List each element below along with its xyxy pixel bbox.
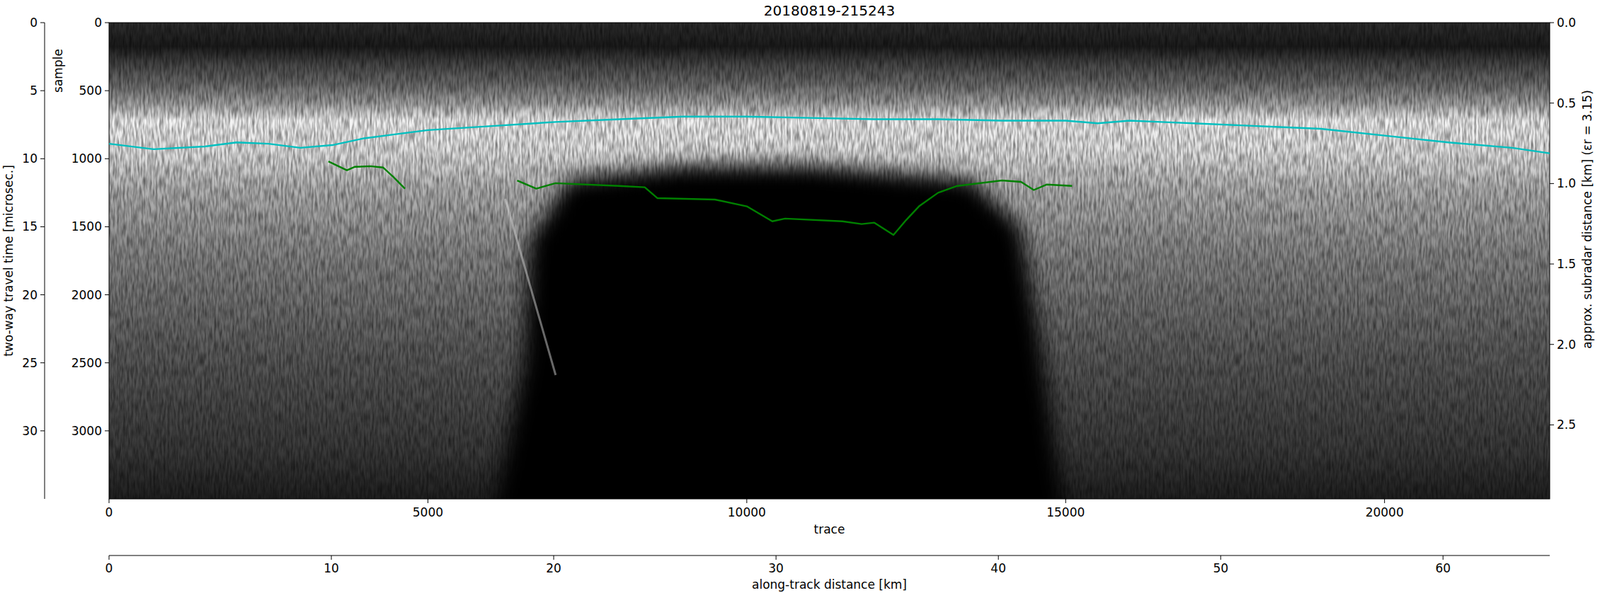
y3-tick-label: 5 [29,83,38,98]
x2-tick-label: 40 [990,561,1007,576]
x2-tick [998,555,999,560]
y-label: sample [50,48,66,93]
x2-tick-label: 0 [105,561,114,576]
y-tick [104,226,110,228]
y3-label: two-way travel time [microsec.] [1,164,16,357]
x2-tick [109,555,110,560]
x-tick-label: 5000 [412,505,444,520]
chart: 20180819-21524305000100001500020000trace… [0,0,1600,593]
x2-tick [331,555,333,560]
y2-tick [1549,102,1554,104]
y2-tick [1549,183,1554,185]
y3-axis-line [44,22,46,500]
series-group [109,116,1550,236]
y-tick-label: 2500 [71,356,102,371]
x-label: trace [814,522,846,537]
y3-tick [40,294,45,296]
x2-tick-label: 60 [1435,561,1451,576]
plot-frame [109,22,1550,500]
x-tick-label: 10000 [727,505,767,520]
radargram [109,22,1550,500]
x-tick [746,499,747,504]
y2-tick-label: 0.5 [1556,96,1576,111]
y-tick-label: 1000 [71,151,102,166]
x2-tick [1220,555,1222,560]
y3-tick [40,22,45,24]
y-tick [104,430,110,432]
y2-tick [1549,264,1554,265]
y2-tick [1549,344,1554,345]
x-tick-label: 15000 [1046,505,1085,520]
x-tick [427,499,429,504]
x2-axis-line [109,555,1550,557]
y2-tick-label: 2.0 [1556,337,1576,352]
y-tick [104,90,110,92]
y2-label: approx. subradar distance [km] (εr = 3.1… [1580,89,1595,350]
y2-tick [1549,22,1554,24]
y-tick [104,362,110,364]
y3-tick-label: 30 [21,424,38,439]
y3-tick-label: 20 [21,288,38,303]
dark-zone [492,165,1066,500]
y2-tick-label: 1.0 [1556,176,1576,191]
x-tick [1384,499,1385,504]
y-tick [104,22,110,24]
y-tick [104,294,110,296]
y-tick-label: 1500 [71,219,102,234]
y3-tick-label: 15 [21,219,38,234]
x2-tick-label: 30 [768,561,784,576]
x2-tick-label: 20 [545,561,562,576]
y-tick-label: 3000 [71,424,102,439]
y3-tick [40,90,45,92]
x2-label: along-track distance [km] [751,577,907,592]
x-tick-label: 0 [105,505,114,520]
x-tick-label: 20000 [1365,505,1404,520]
y3-tick-label: 0 [29,15,38,30]
y3-tick [40,362,45,364]
diffraction [505,198,556,376]
y3-tick [40,226,45,228]
series-line [109,116,1550,154]
y2-tick [1549,424,1554,426]
y-tick-label: 500 [79,83,102,98]
x2-tick [1442,555,1444,560]
y3-tick [40,430,45,432]
y3-tick [40,158,45,160]
y3-tick-label: 10 [21,151,38,166]
x-tick [109,499,110,504]
x-tick [1065,499,1067,504]
y2-tick-label: 2.5 [1556,417,1576,432]
y-tick-label: 2000 [71,288,102,303]
x2-tick-label: 10 [323,561,340,576]
x2-tick-label: 50 [1212,561,1229,576]
y2-tick-label: 0.0 [1556,15,1576,30]
series-line [517,180,1073,236]
y-tick-label: 0 [94,15,102,30]
series-line [328,161,405,189]
y-tick [104,158,110,160]
x2-tick [775,555,777,560]
y2-tick-label: 1.5 [1556,256,1576,272]
y3-tick-label: 25 [21,356,38,371]
x2-tick [553,555,555,560]
title: 20180819-215243 [763,2,895,20]
